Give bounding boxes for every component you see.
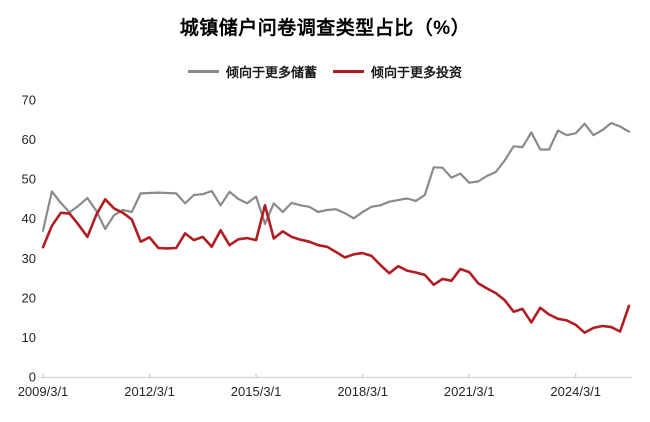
chart-legend: 倾向于更多储蓄 倾向于更多投资 — [0, 62, 650, 80]
x-tick-label: 2021/3/1 — [444, 384, 495, 399]
investment-line-swatch — [333, 69, 364, 73]
x-tick-label: 2018/3/1 — [337, 384, 388, 399]
legend-item-savings: 倾向于更多储蓄 — [187, 62, 317, 81]
legend-label-savings: 倾向于更多储蓄 — [225, 64, 317, 80]
legend-label-investment: 倾向于更多投资 — [371, 64, 463, 80]
investment-line — [41, 198, 631, 335]
y-tick-label: 10 — [22, 330, 36, 345]
x-tick-label: 2024/3/1 — [550, 384, 601, 399]
legend-item-investment: 倾向于更多投资 — [333, 62, 462, 81]
chart-title: 城镇储户问卷调查类型占比（%） — [179, 18, 471, 39]
x-tick-label: 2012/3/1 — [124, 384, 175, 399]
y-tick-label: 20 — [22, 290, 36, 305]
y-tick-label: 60 — [22, 132, 36, 147]
x-tick-label: 2009/3/1 — [18, 384, 69, 399]
x-tick-label: 2015/3/1 — [231, 384, 282, 399]
y-tick-label: 50 — [22, 172, 36, 187]
savings-line-swatch — [187, 69, 219, 73]
savings-line — [41, 121, 631, 232]
y-tick-label: 70 — [22, 93, 36, 108]
y-tick-label: 30 — [22, 251, 36, 266]
y-tick-label: 0 — [29, 370, 36, 385]
y-tick-label: 40 — [22, 211, 36, 226]
